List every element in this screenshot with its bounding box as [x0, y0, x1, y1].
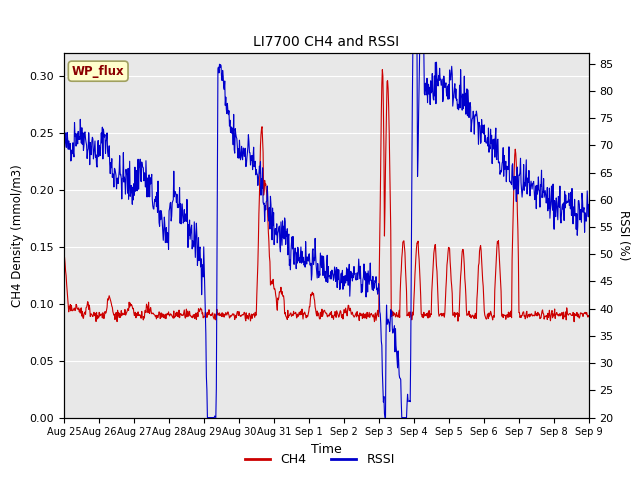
X-axis label: Time: Time	[311, 443, 342, 456]
Legend: CH4, RSSI: CH4, RSSI	[240, 448, 400, 471]
Text: WP_flux: WP_flux	[72, 65, 125, 78]
Y-axis label: CH4 Density (mmol/m3): CH4 Density (mmol/m3)	[11, 164, 24, 307]
Title: LI7700 CH4 and RSSI: LI7700 CH4 and RSSI	[253, 35, 399, 49]
Y-axis label: RSSI (%): RSSI (%)	[617, 210, 630, 260]
